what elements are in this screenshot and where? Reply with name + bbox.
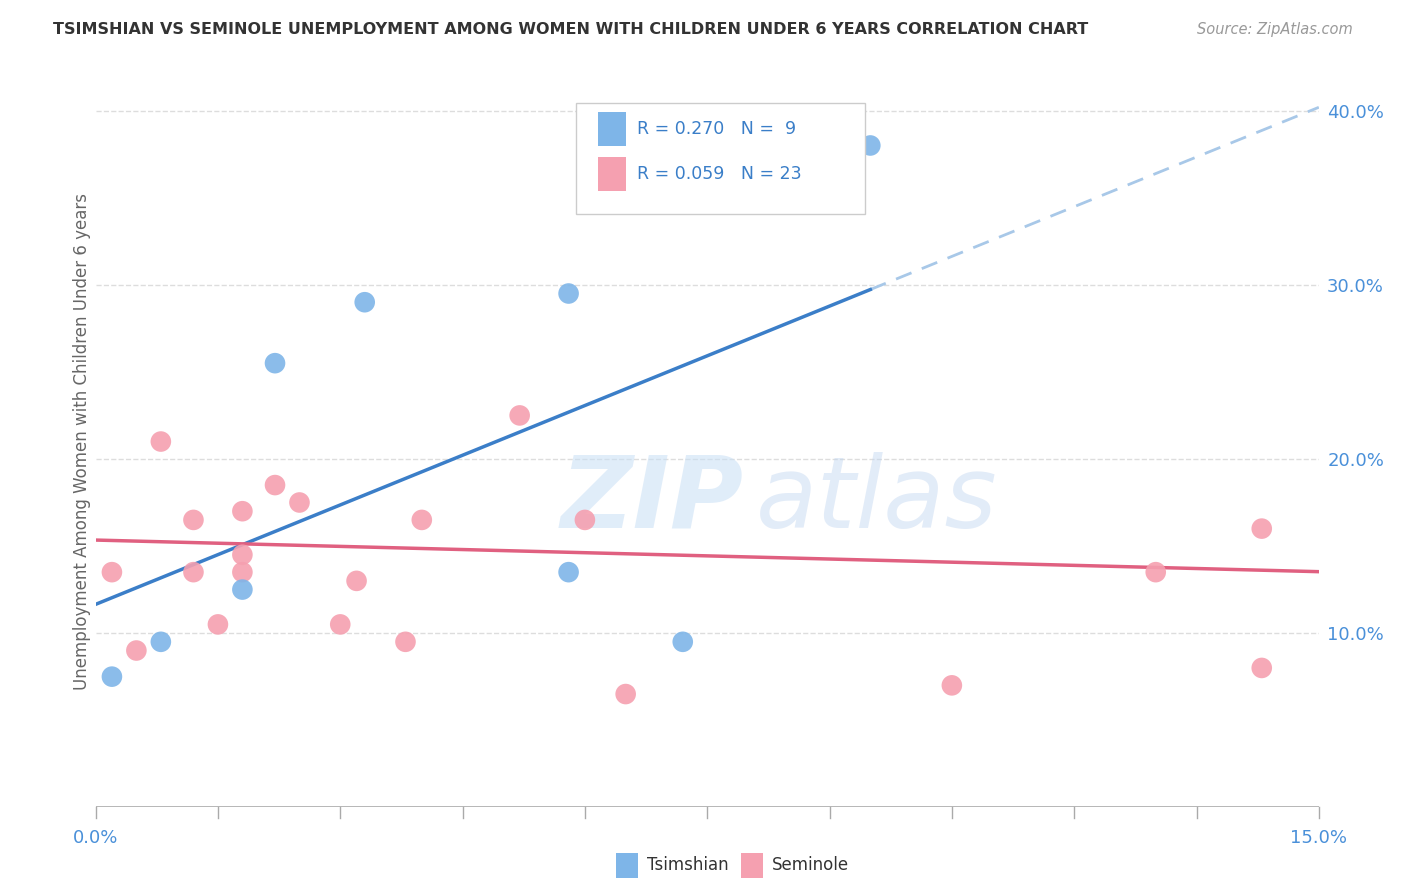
Point <box>231 565 253 579</box>
Point <box>1250 522 1272 536</box>
Text: Tsimshian: Tsimshian <box>647 856 728 874</box>
Point <box>183 513 205 527</box>
Point <box>411 513 433 527</box>
Point <box>329 617 352 632</box>
Point <box>672 182 695 196</box>
Point <box>231 582 253 597</box>
Point <box>288 495 311 509</box>
Text: Seminole: Seminole <box>772 856 849 874</box>
Point <box>574 513 596 527</box>
Point <box>557 286 579 301</box>
Point <box>149 434 172 449</box>
Point <box>346 574 368 588</box>
Text: 15.0%: 15.0% <box>1291 829 1347 847</box>
Point <box>509 409 531 423</box>
Y-axis label: Unemployment Among Women with Children Under 6 years: Unemployment Among Women with Children U… <box>73 193 91 690</box>
Text: atlas: atlas <box>756 451 998 549</box>
Point <box>264 478 287 492</box>
Point <box>231 504 253 518</box>
Point <box>207 617 229 632</box>
Text: R = 0.270   N =  9: R = 0.270 N = 9 <box>637 120 796 138</box>
Text: ZIP: ZIP <box>561 451 744 549</box>
Point <box>149 635 172 649</box>
Point <box>557 565 579 579</box>
Point <box>353 295 375 310</box>
Point <box>859 138 882 153</box>
Point <box>183 565 205 579</box>
Text: Source: ZipAtlas.com: Source: ZipAtlas.com <box>1197 22 1353 37</box>
Point <box>264 356 287 370</box>
Point <box>101 670 124 684</box>
Point <box>614 687 637 701</box>
Text: TSIMSHIAN VS SEMINOLE UNEMPLOYMENT AMONG WOMEN WITH CHILDREN UNDER 6 YEARS CORRE: TSIMSHIAN VS SEMINOLE UNEMPLOYMENT AMONG… <box>53 22 1088 37</box>
Point <box>394 635 416 649</box>
Text: R = 0.059   N = 23: R = 0.059 N = 23 <box>637 165 801 183</box>
Text: 0.0%: 0.0% <box>73 829 118 847</box>
Point <box>125 643 148 657</box>
Point <box>1250 661 1272 675</box>
Point <box>1144 565 1167 579</box>
Point <box>672 635 695 649</box>
Point <box>941 678 963 692</box>
Point <box>231 548 253 562</box>
Point <box>101 565 124 579</box>
